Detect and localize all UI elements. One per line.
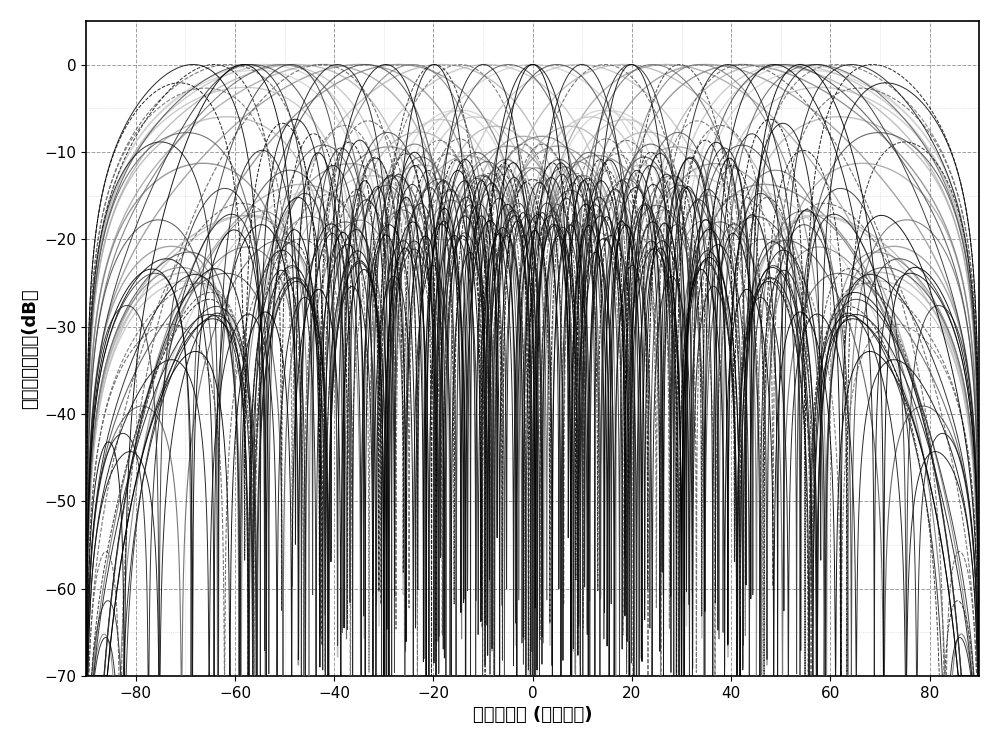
- X-axis label: 垂直面角度 (单位：度): 垂直面角度 (单位：度): [473, 706, 592, 724]
- Y-axis label: 归一化辐射功率(dB）: 归一化辐射功率(dB）: [21, 288, 39, 409]
